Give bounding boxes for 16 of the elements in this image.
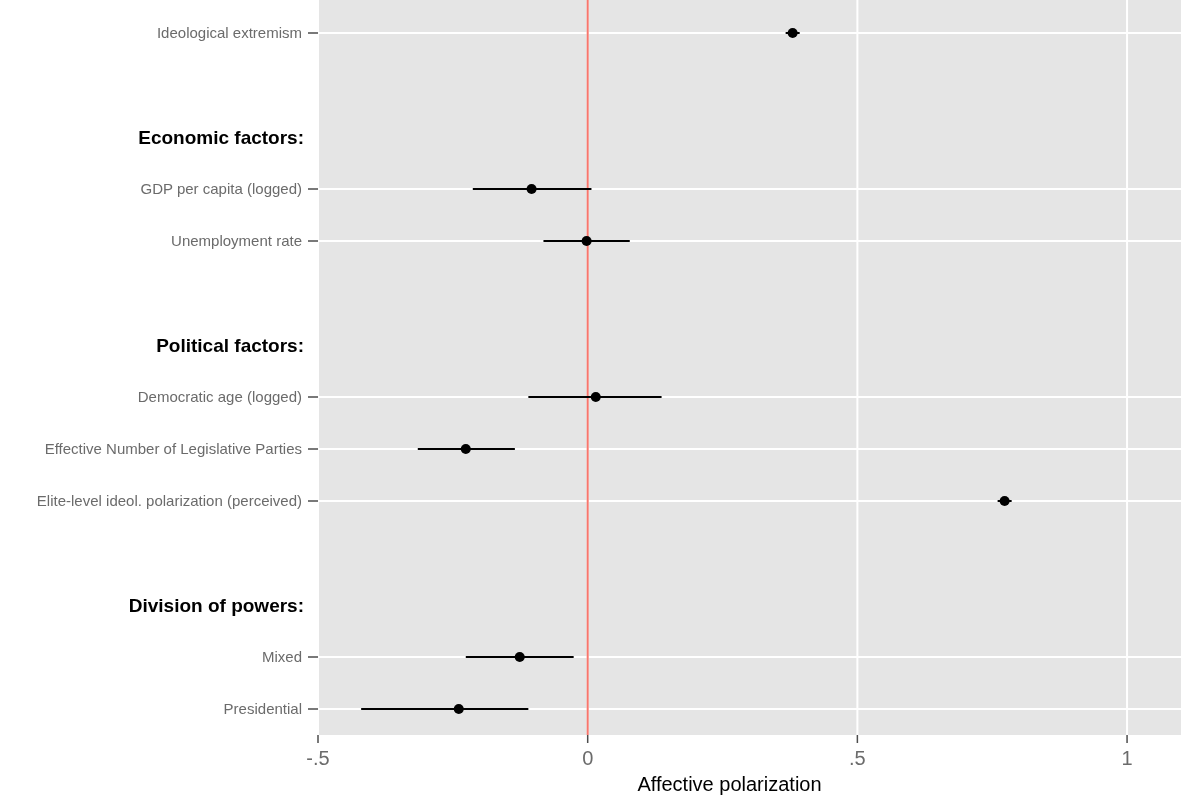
y-tick-label: Mixed — [261, 648, 302, 666]
y-tick-label: GDP per capita (logged) — [140, 180, 302, 198]
y-tick-label: Presidential — [223, 700, 302, 718]
text: Political factors: — [156, 334, 304, 356]
y-tick-label: Ideological extremism — [156, 24, 302, 42]
y-tick-label: Unemployment rate — [171, 232, 302, 250]
y-tick-label: Elite-level ideol. polarization (perceived) — [36, 492, 302, 510]
x-tick-label: 0 — [582, 747, 594, 769]
x-tick-label: 1 — [1121, 747, 1133, 769]
x-axis-title: Affective polarization — [637, 773, 822, 795]
y-tick-label: Democratic age (logged) — [137, 388, 302, 406]
text: Division of powers: — [128, 594, 304, 616]
x-tick-label: -.5 — [306, 747, 330, 769]
y-tick-label: Effective Number of Legislative Parties — [44, 440, 302, 458]
x-tick-label: .5 — [849, 747, 866, 769]
text: Economic factors: — [138, 126, 304, 148]
